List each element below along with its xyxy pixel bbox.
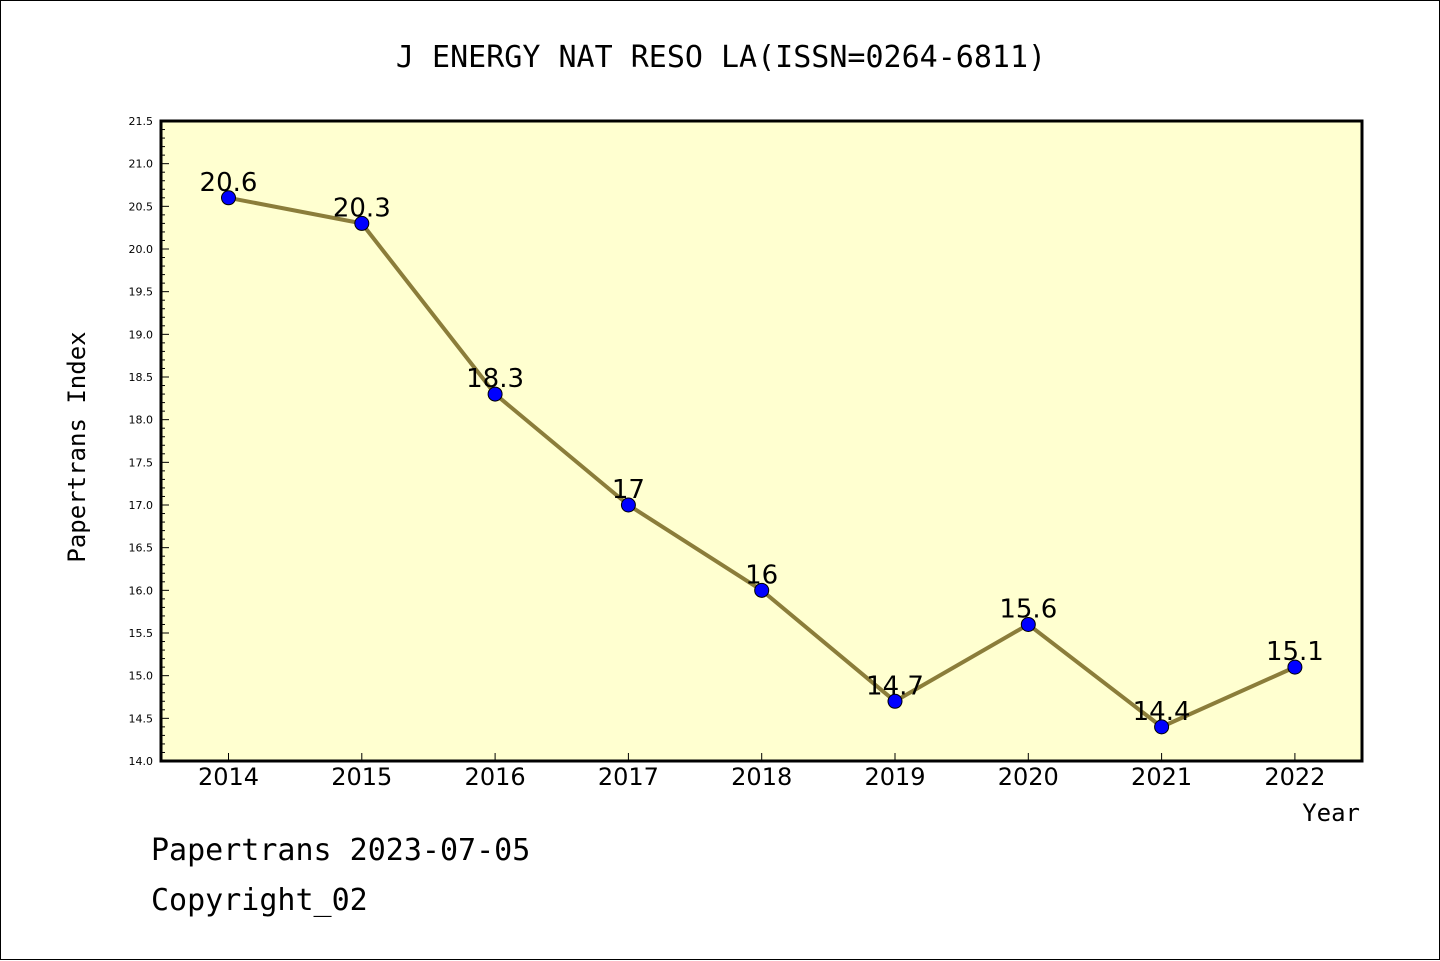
data-point [754, 582, 770, 598]
data-point [1154, 719, 1170, 735]
data-label: 15.6 [999, 594, 1057, 624]
x-tick-label: 2018 [731, 763, 792, 791]
y-tick-label: 18.5 [129, 371, 154, 384]
series-layer: 20.6 20.3 18.3 17 16 14.7 15.6 14.4 15.1 [200, 168, 1324, 735]
y-axis-title: Papertrans Index [63, 331, 91, 562]
data-label: 18.3 [466, 364, 524, 394]
y-tick-label: 19.0 [129, 328, 154, 341]
y-axis: 14.0 14.5 15.0 15.5 16.0 16.5 17.0 17.5 18.0 18.5… [129, 115, 169, 768]
data-point [1020, 616, 1036, 632]
y-tick-label: 21.5 [129, 115, 154, 128]
footer-copyright: Copyright_02 [151, 883, 368, 918]
data-label: 20.3 [333, 193, 391, 223]
y-tick-label: 20.5 [129, 200, 154, 213]
data-label: 17 [612, 475, 645, 505]
data-label: 15.1 [1266, 637, 1324, 667]
y-tick-label: 21.0 [129, 158, 154, 171]
y-tick-label: 19.5 [129, 286, 154, 299]
data-point [354, 215, 370, 231]
data-point [221, 190, 236, 206]
x-axis-title: Year [1302, 799, 1360, 827]
x-tick-label: 2020 [998, 763, 1059, 791]
data-point [1287, 659, 1303, 675]
x-tick-label: 2019 [864, 763, 925, 791]
y-tick-label: 16.5 [129, 542, 154, 555]
y-tick-label: 20.0 [129, 243, 154, 256]
data-label: 14.7 [866, 671, 924, 701]
y-tick-label: 18.0 [129, 414, 154, 427]
y-tick-label: 17.0 [129, 499, 154, 512]
data-point [887, 693, 903, 709]
y-tick-label: 14.0 [129, 755, 154, 768]
x-tick-label: 2015 [331, 763, 392, 791]
data-point [487, 386, 503, 402]
chart-title: J ENERGY NAT RESO LA(ISSN=0264-6811) [396, 40, 1046, 75]
data-label: 16 [745, 560, 778, 590]
x-axis: 2014 2015 2016 2017 2018 2019 2020 2021 2022 [198, 753, 1325, 791]
y-tick-label: 16.0 [129, 584, 154, 597]
data-label: 20.6 [200, 168, 258, 198]
footer-date: Papertrans 2023-07-05 [151, 833, 531, 868]
data-point [620, 497, 636, 513]
y-tick-label: 15.5 [129, 627, 154, 640]
x-tick-label: 2017 [598, 763, 659, 791]
x-tick-label: 2014 [198, 763, 259, 791]
x-tick-label: 2022 [1264, 763, 1325, 791]
y-tick-label: 15.0 [129, 670, 154, 683]
x-tick-label: 2021 [1131, 763, 1192, 791]
y-tick-label: 14.5 [129, 712, 154, 725]
data-label: 14.4 [1133, 697, 1191, 727]
y-tick-label: 17.5 [129, 456, 154, 469]
x-tick-label: 2016 [465, 763, 526, 791]
